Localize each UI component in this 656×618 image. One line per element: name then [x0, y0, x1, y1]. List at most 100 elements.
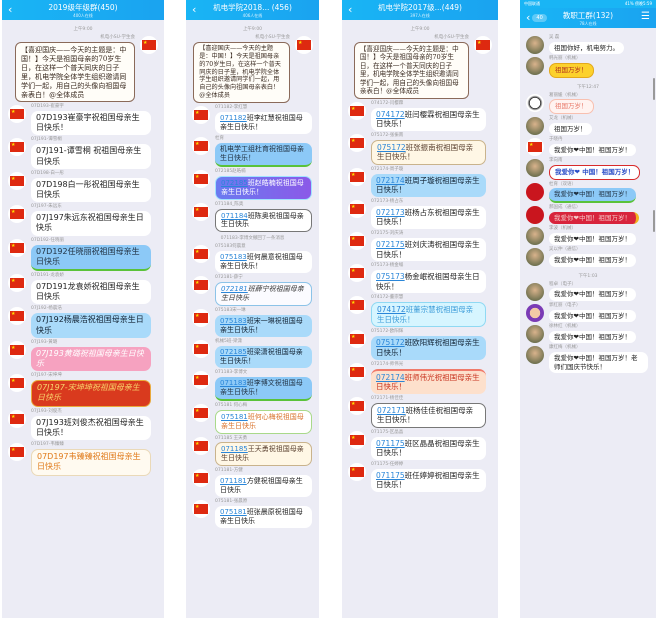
- avatar[interactable]: [8, 307, 26, 326]
- message-bubble[interactable]: 07J192杨晨浩祝祖国母亲生日快乐: [31, 313, 151, 338]
- class-code-link[interactable]: 075172: [377, 142, 406, 152]
- class-code-link[interactable]: 074172: [377, 305, 406, 315]
- message-bubble[interactable]: 祖国万岁！: [549, 99, 594, 114]
- avatar[interactable]: [192, 403, 210, 422]
- message-bubble[interactable]: 我爱你❤中国！祖国万岁！: [549, 143, 636, 157]
- avatar[interactable]: [192, 436, 210, 455]
- avatar[interactable]: [526, 36, 544, 54]
- announcement-card[interactable]: 【喜迎国庆——今天的主题是：中国！】今天是祖国母亲的70岁生日，在这样一个普天同…: [193, 41, 290, 104]
- avatar[interactable]: [192, 106, 210, 125]
- avatar[interactable]: [526, 116, 544, 135]
- avatar[interactable]: [192, 276, 210, 295]
- avatar[interactable]: [192, 136, 210, 155]
- avatar[interactable]: [348, 101, 366, 120]
- class-code-link[interactable]: 072174: [376, 372, 405, 382]
- avatar[interactable]: [348, 133, 366, 152]
- class-code-link[interactable]: 071182: [220, 114, 247, 122]
- avatar[interactable]: [192, 245, 210, 264]
- class-code-link[interactable]: 075183: [220, 317, 247, 326]
- announcement-card[interactable]: 【喜迎国庆——今天的主题是：中国！】今天是祖国母亲的70岁生日，在这样一个普天同…: [353, 41, 469, 99]
- class-code-link[interactable]: 071184: [221, 211, 248, 220]
- message-bubble[interactable]: 075181班何心梅祝祖国母亲生日快乐: [215, 409, 312, 434]
- avatar[interactable]: [526, 182, 544, 201]
- message-bubble[interactable]: 我爱你❤中国！祖国万岁！: [549, 309, 636, 322]
- class-code-link[interactable]: 075181: [220, 508, 247, 517]
- message-bubble[interactable]: 071181方健祝祖国母亲生日快乐: [215, 475, 312, 498]
- message-bubble[interactable]: 07J193黄璐祝祖国母亲生日快乐: [31, 346, 151, 372]
- avatar[interactable]: [8, 274, 26, 293]
- avatar[interactable]: [526, 282, 544, 301]
- back-button[interactable]: ‹: [348, 3, 353, 16]
- message-bubble[interactable]: 072173班杨占东祝祖国母亲生日快乐！: [371, 205, 487, 230]
- avatar[interactable]: [526, 227, 544, 245]
- message-bubble[interactable]: 祖国万岁！: [549, 63, 594, 78]
- avatar[interactable]: [348, 199, 366, 218]
- message-bubble[interactable]: 071182班李红慧祝祖国母亲生日快乐！: [215, 112, 312, 134]
- announcement-card[interactable]: 【喜迎国庆——今天的主题是：中国！】今天是祖国母亲的70岁生日，在这样一个普天同…: [15, 41, 135, 103]
- avatar[interactable]: [8, 374, 26, 393]
- scrollbar[interactable]: [653, 210, 655, 232]
- message-bubble[interactable]: 07D191龙袁娇祝祖国母亲生日快乐: [31, 280, 151, 305]
- message-bubble[interactable]: 我爱你❤中国！祖国万岁！老师们国庆节快乐！: [549, 352, 649, 373]
- avatar[interactable]: [348, 396, 366, 415]
- message-bubble[interactable]: 072175班刘庆涛祝祖国母亲生日快乐！: [371, 238, 487, 262]
- class-code-link[interactable]: 072185: [220, 347, 247, 356]
- avatar[interactable]: [526, 248, 544, 267]
- back-button[interactable]: ‹ 40: [526, 11, 547, 24]
- message-bubble[interactable]: 07J197-宋坤坤祝祖国母亲生日快乐: [31, 380, 151, 407]
- message-bubble[interactable]: 我爱你❤中国！祖国万岁！: [549, 232, 636, 246]
- class-code-link[interactable]: 071185: [221, 445, 248, 454]
- message-bubble[interactable]: 072185班梁潇祝祖国母亲生日快乐！: [215, 345, 312, 368]
- class-code-link[interactable]: 072175: [376, 240, 405, 249]
- class-code-link[interactable]: 072185: [221, 178, 248, 187]
- message-bubble[interactable]: 072171班杨佳佳祝祖国母亲生日快乐！: [371, 402, 487, 428]
- menu-icon[interactable]: ☰: [641, 11, 650, 22]
- class-code-link[interactable]: 071175: [376, 470, 405, 480]
- class-code-link[interactable]: 071183: [220, 378, 247, 387]
- message-bubble[interactable]: 075172班张振南祝祖国母亲生日快乐！: [371, 139, 487, 165]
- message-bubble[interactable]: 072181班薛宁祝祖国母亲生日快乐: [215, 282, 312, 307]
- avatar[interactable]: [348, 362, 366, 381]
- avatar[interactable]: [192, 500, 210, 519]
- message-bubble[interactable]: 07J193班刘俊杰祝祖国母亲生日快乐！: [31, 415, 151, 441]
- message-bubble[interactable]: 071185王天勇祝祖国母亲生日快乐: [215, 442, 312, 467]
- message-bubble[interactable]: 074172班董宗慧祝祖国母亲生日快乐！: [371, 302, 487, 328]
- class-code-link[interactable]: 072173: [376, 207, 405, 217]
- back-button[interactable]: ‹: [192, 3, 197, 16]
- message-bubble[interactable]: 07D192任晓丽祝祖国母亲生日快乐: [31, 244, 151, 272]
- scrollbar[interactable]: [653, 78, 655, 100]
- message-bubble[interactable]: 074172班闫樱霖祝祖国母亲生日快乐！: [371, 107, 487, 131]
- avatar[interactable]: [8, 205, 26, 224]
- message-bubble[interactable]: 我爱你❤中国！祖国万岁！: [549, 211, 639, 224]
- avatar[interactable]: [348, 330, 366, 349]
- message-bubble[interactable]: 072185班赵皓楠祝祖国母亲生日快乐！: [215, 175, 312, 200]
- message-bubble[interactable]: 机电学工组杜育祝祖国母亲生日快乐！: [215, 142, 312, 167]
- message-bubble[interactable]: 075173杨金岷祝祖国母亲生日快乐！: [371, 270, 487, 294]
- avatar[interactable]: [8, 443, 26, 462]
- message-bubble[interactable]: 075181班张晨原祝祖国母亲生日快乐: [215, 506, 312, 529]
- avatar[interactable]: [348, 264, 366, 283]
- message-bubble[interactable]: 072174班周子璇祝祖国母亲生日快乐！: [371, 173, 487, 197]
- message-bubble[interactable]: 我爱你❤中国！祖国万岁！: [549, 188, 636, 203]
- message-bubble[interactable]: 我爱你❤中国！祖国万岁！: [549, 288, 636, 301]
- message-bubble[interactable]: 07D197韦臻臻祝祖国母亲生日快乐: [31, 449, 151, 476]
- message-bubble[interactable]: 075183班何晨意祝祖国母亲生日快乐！: [215, 251, 312, 274]
- message-bubble[interactable]: 07D198白一彤祝祖国母亲生日快乐: [31, 177, 151, 203]
- message-bubble[interactable]: 07J197朱远东祝祖国母亲生日快乐: [31, 211, 151, 236]
- class-code-link[interactable]: 072171: [377, 405, 406, 415]
- avatar[interactable]: [526, 159, 544, 178]
- message-bubble[interactable]: 祖国你好，机电努力。: [549, 41, 624, 55]
- message-bubble[interactable]: 071184班陈奥祝祖国母亲生日快乐: [215, 208, 312, 233]
- avatar[interactable]: [348, 232, 366, 251]
- avatar[interactable]: [192, 202, 210, 221]
- avatar[interactable]: [8, 238, 26, 257]
- avatar[interactable]: [526, 205, 544, 224]
- avatar[interactable]: [192, 469, 210, 488]
- message-bubble[interactable]: 我爱你❤中国！祖国万岁！: [549, 330, 636, 344]
- class-code-link[interactable]: 075181: [221, 412, 248, 421]
- avatar[interactable]: [295, 36, 313, 54]
- avatar[interactable]: [192, 370, 210, 389]
- class-code-link[interactable]: 074172: [376, 109, 405, 119]
- message-bubble[interactable]: 075183班宋一琳祝祖国母亲生日快乐！: [215, 315, 312, 337]
- avatar[interactable]: [348, 296, 366, 315]
